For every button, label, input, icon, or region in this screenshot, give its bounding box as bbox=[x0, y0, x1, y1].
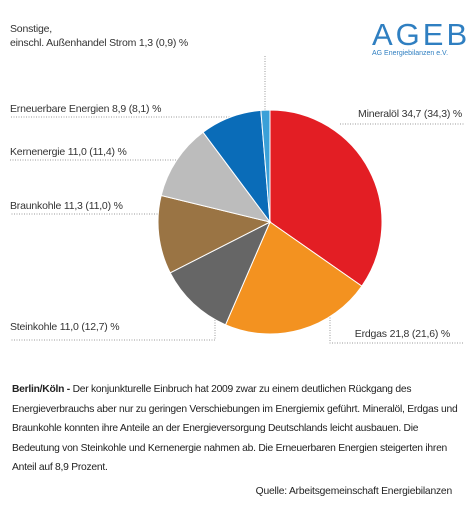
category-label: Sonstige, einschl. Außenhandel Strom bbox=[10, 23, 137, 49]
value-label: 11,0 (12,7) % bbox=[59, 321, 120, 333]
value-label: 11,0 (11,4) % bbox=[67, 146, 127, 158]
category-label: Mineralöl bbox=[358, 108, 399, 120]
body-text: Berlin/Köln - Der konjunkturelle Einbruc… bbox=[12, 380, 462, 478]
value-label: 34,7 (34,3) % bbox=[401, 108, 463, 120]
body: Der konjunkturelle Einbruch hat 2009 zwa… bbox=[12, 384, 458, 473]
pie-slice bbox=[169, 220, 272, 326]
value-label: 11,3 (11,0) % bbox=[63, 200, 123, 212]
value-label: 21,8 (21,6) % bbox=[389, 328, 451, 340]
category-label: Erdgas bbox=[354, 328, 387, 340]
logo-name: AGEB bbox=[372, 17, 470, 52]
category-label: Kernenergie bbox=[10, 146, 66, 158]
pie-slice bbox=[157, 194, 272, 274]
chart bbox=[10, 56, 464, 344]
pie-slice bbox=[269, 109, 383, 287]
pie-slice bbox=[260, 109, 271, 223]
logo-subtitle: AG Energiebilanzen e.V. bbox=[372, 50, 449, 57]
source: Quelle: Arbeitsgemeinschaft Energiebilan… bbox=[255, 486, 453, 497]
slice-label: Mineralöl 34,7 (34,3) % bbox=[358, 107, 462, 121]
value-label: 8,9 (8,1) % bbox=[112, 103, 162, 115]
category-label: Steinkohle bbox=[10, 321, 58, 333]
logo: AGEB AG Energiebilanzen e.V. bbox=[372, 17, 470, 57]
slice-label: Erdgas 21,8 (21,6) % bbox=[355, 327, 450, 341]
slice-label: Steinkohle 11,0 (12,7) % bbox=[10, 320, 120, 334]
slice-label: Kernenergie 11,0 (11,4) % bbox=[10, 145, 127, 159]
pie-slice bbox=[160, 131, 272, 223]
lead: Berlin/Köln - bbox=[12, 384, 70, 395]
leader-line bbox=[329, 300, 464, 344]
value-label: 1,3 (0,9) % bbox=[138, 37, 189, 49]
category-label: Braunkohle bbox=[10, 200, 62, 212]
pie-slice bbox=[224, 221, 363, 335]
slice-label: Sonstige, einschl. Außenhandel Strom 1,3… bbox=[10, 22, 188, 50]
slice-label: Braunkohle 11,3 (11,0) % bbox=[10, 199, 123, 213]
slice-label: Erneuerbare Energien 8,9 (8,1) % bbox=[10, 102, 161, 116]
category-label: Erneuerbare Energien bbox=[10, 103, 110, 115]
